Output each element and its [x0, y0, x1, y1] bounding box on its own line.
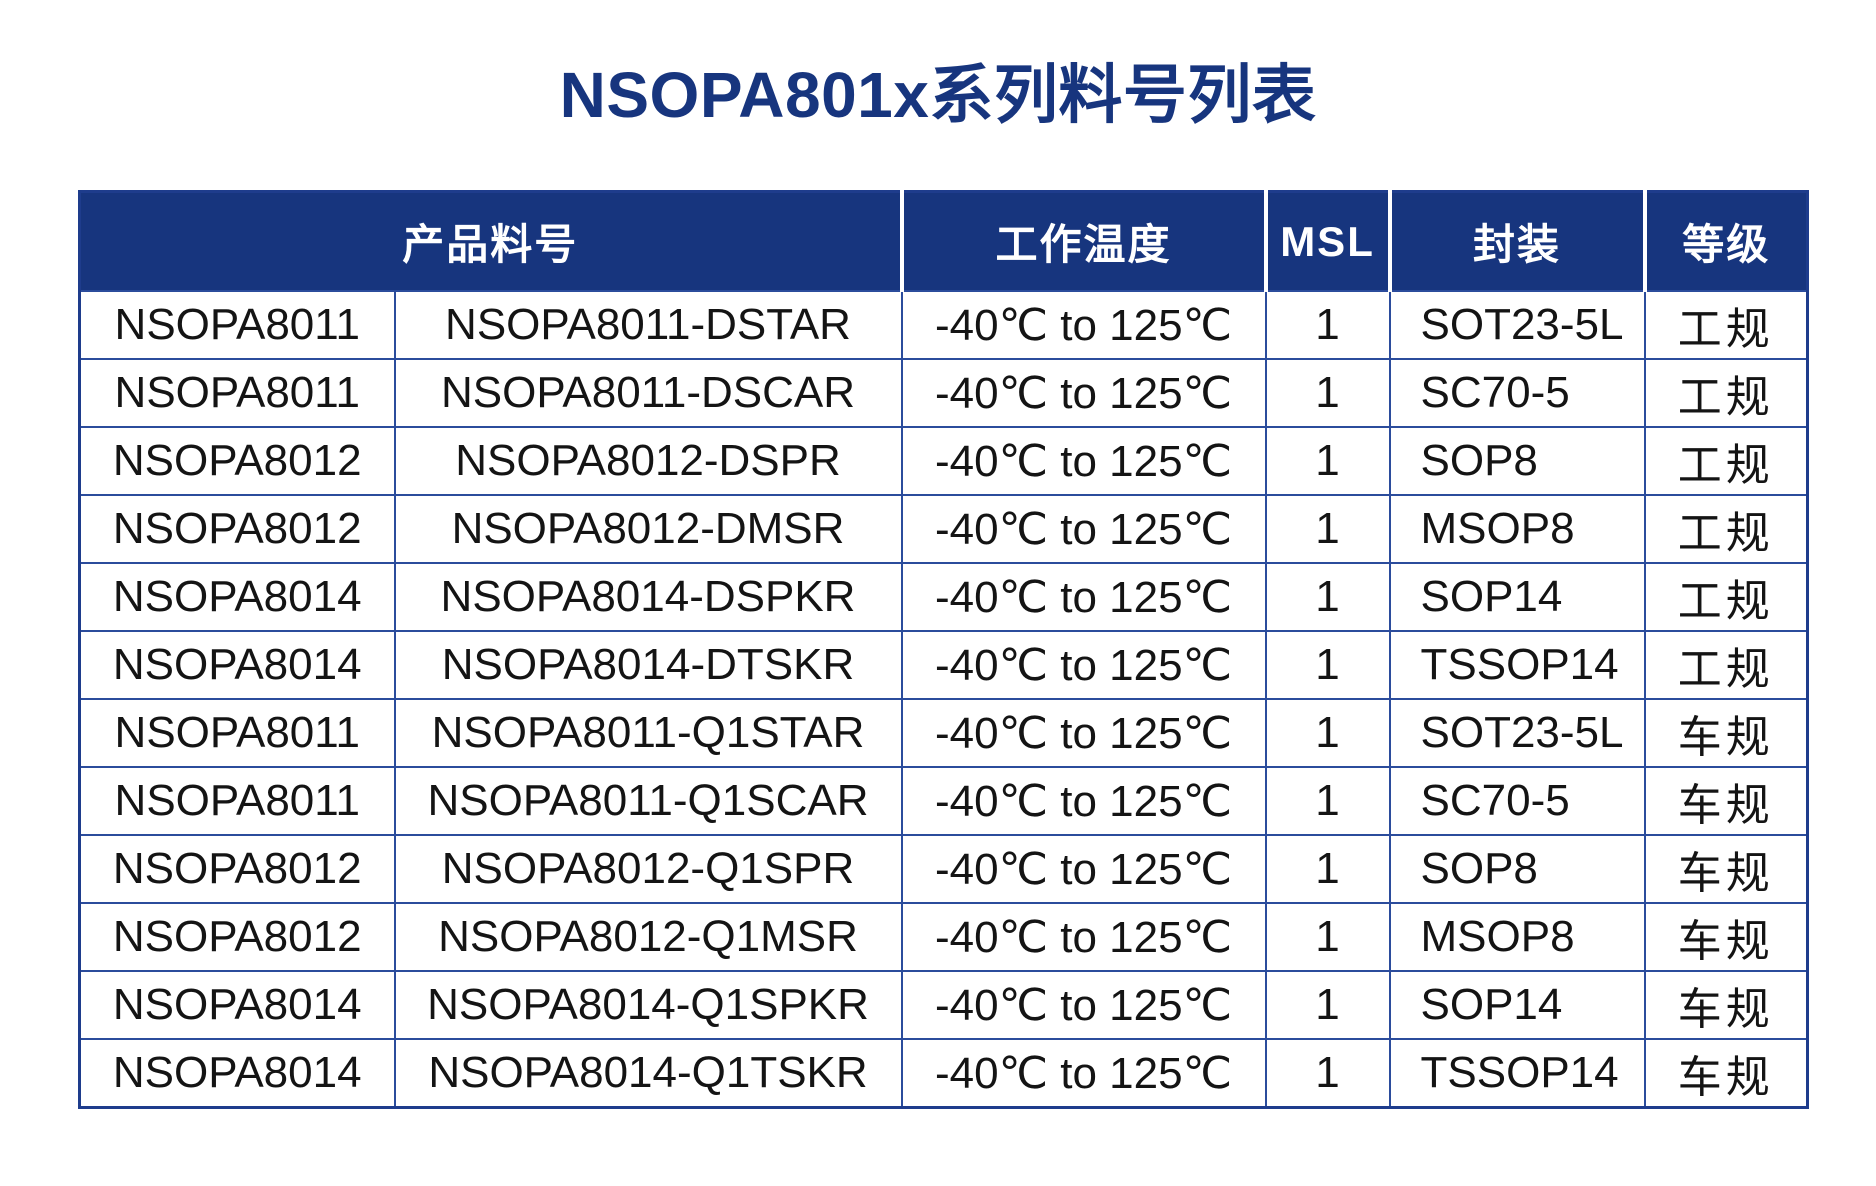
cell-operating-temperature: -40℃ to 125℃	[900, 698, 1267, 768]
cell-msl: 1	[1264, 290, 1391, 360]
header-operating-temperature: 工作温度	[899, 191, 1266, 291]
header-product-part-number: 产品料号	[79, 191, 902, 291]
cell-part-number: NSOPA8014-DTSKR	[393, 630, 903, 700]
table-header-row: 产品料号 工作温度 MSL 封装 等级	[79, 191, 1808, 291]
cell-operating-temperature: -40℃ to 125℃	[900, 426, 1267, 496]
cell-grade: 车规	[1643, 1038, 1809, 1109]
cell-product-series: NSOPA8012	[78, 426, 396, 496]
cell-grade: 工规	[1643, 290, 1809, 360]
cell-package: SOP8	[1388, 426, 1646, 496]
table-row: NSOPA8014 NSOPA8014-Q1SPKR -40℃ to 125℃ …	[78, 970, 1809, 1040]
cell-part-number: NSOPA8014-Q1SPKR	[393, 970, 903, 1040]
cell-operating-temperature: -40℃ to 125℃	[900, 970, 1267, 1040]
cell-package: TSSOP14	[1388, 1038, 1646, 1109]
part-number-table: 产品料号 工作温度 MSL 封装 等级 NSOPA8011 NSOPA8011-…	[78, 190, 1810, 1109]
cell-operating-temperature: -40℃ to 125℃	[900, 902, 1267, 972]
cell-grade: 工规	[1643, 494, 1809, 564]
cell-product-series: NSOPA8012	[78, 494, 396, 564]
cell-grade: 工规	[1643, 426, 1809, 496]
cell-grade: 车规	[1643, 698, 1809, 768]
cell-msl: 1	[1264, 766, 1391, 836]
cell-package: SOP8	[1388, 834, 1646, 904]
cell-part-number: NSOPA8011-Q1SCAR	[393, 766, 903, 836]
cell-operating-temperature: -40℃ to 125℃	[900, 290, 1267, 360]
cell-product-series: NSOPA8011	[78, 766, 396, 836]
cell-package: SOT23-5L	[1388, 290, 1646, 360]
cell-msl: 1	[1264, 426, 1391, 496]
cell-operating-temperature: -40℃ to 125℃	[900, 562, 1267, 632]
cell-msl: 1	[1264, 494, 1391, 564]
cell-msl: 1	[1264, 698, 1391, 768]
cell-part-number: NSOPA8011-Q1STAR	[393, 698, 903, 768]
cell-product-series: NSOPA8012	[78, 902, 396, 972]
cell-operating-temperature: -40℃ to 125℃	[900, 358, 1267, 428]
cell-package: TSSOP14	[1388, 630, 1646, 700]
cell-operating-temperature: -40℃ to 125℃	[900, 494, 1267, 564]
cell-msl: 1	[1264, 630, 1391, 700]
cell-product-series: NSOPA8012	[78, 834, 396, 904]
cell-grade: 车规	[1643, 766, 1809, 836]
cell-package: SC70-5	[1388, 766, 1646, 836]
table-row: NSOPA8014 NSOPA8014-DSPKR -40℃ to 125℃ 1…	[78, 562, 1809, 632]
cell-operating-temperature: -40℃ to 125℃	[900, 834, 1267, 904]
cell-part-number: NSOPA8011-DSCAR	[393, 358, 903, 428]
cell-package: MSOP8	[1388, 902, 1646, 972]
cell-product-series: NSOPA8014	[78, 1038, 396, 1109]
cell-part-number: NSOPA8012-DMSR	[393, 494, 903, 564]
cell-msl: 1	[1264, 1038, 1391, 1109]
cell-part-number: NSOPA8012-Q1SPR	[393, 834, 903, 904]
cell-msl: 1	[1264, 358, 1391, 428]
table-row: NSOPA8011 NSOPA8011-Q1STAR -40℃ to 125℃ …	[78, 698, 1809, 768]
cell-part-number: NSOPA8014-DSPKR	[393, 562, 903, 632]
cell-grade: 工规	[1643, 358, 1809, 428]
table-row: NSOPA8011 NSOPA8011-DSTAR -40℃ to 125℃ 1…	[78, 290, 1809, 360]
cell-msl: 1	[1264, 562, 1391, 632]
table-row: NSOPA8012 NSOPA8012-DMSR -40℃ to 125℃ 1 …	[78, 494, 1809, 564]
cell-msl: 1	[1264, 834, 1391, 904]
cell-product-series: NSOPA8011	[78, 290, 396, 360]
cell-product-series: NSOPA8014	[78, 562, 396, 632]
table-row: NSOPA8012 NSOPA8012-Q1MSR -40℃ to 125℃ 1…	[78, 902, 1809, 972]
cell-part-number: NSOPA8012-Q1MSR	[393, 902, 903, 972]
cell-operating-temperature: -40℃ to 125℃	[900, 1038, 1267, 1109]
cell-product-series: NSOPA8014	[78, 630, 396, 700]
cell-operating-temperature: -40℃ to 125℃	[900, 766, 1267, 836]
cell-package: SOP14	[1388, 562, 1646, 632]
table-row: NSOPA8014 NSOPA8014-DTSKR -40℃ to 125℃ 1…	[78, 630, 1809, 700]
cell-product-series: NSOPA8011	[78, 698, 396, 768]
header-msl: MSL	[1263, 191, 1390, 291]
cell-part-number: NSOPA8014-Q1TSKR	[393, 1038, 903, 1109]
cell-msl: 1	[1264, 902, 1391, 972]
cell-part-number: NSOPA8011-DSTAR	[393, 290, 903, 360]
cell-operating-temperature: -40℃ to 125℃	[900, 630, 1267, 700]
cell-package: SOP14	[1388, 970, 1646, 1040]
page-title: NSOPA801x系列料号列表	[559, 59, 1317, 131]
cell-msl: 1	[1264, 970, 1391, 1040]
cell-grade: 车规	[1643, 834, 1809, 904]
cell-package: SC70-5	[1388, 358, 1646, 428]
cell-package: MSOP8	[1388, 494, 1646, 564]
cell-grade: 工规	[1643, 630, 1809, 700]
table-row: NSOPA8012 NSOPA8012-Q1SPR -40℃ to 125℃ 1…	[78, 834, 1809, 904]
cell-package: SOT23-5L	[1388, 698, 1646, 768]
table-row: NSOPA8012 NSOPA8012-DSPR -40℃ to 125℃ 1 …	[78, 426, 1809, 496]
cell-grade: 车规	[1643, 902, 1809, 972]
table-body: NSOPA8011 NSOPA8011-DSTAR -40℃ to 125℃ 1…	[78, 290, 1809, 1109]
cell-product-series: NSOPA8014	[78, 970, 396, 1040]
cell-grade: 工规	[1643, 562, 1809, 632]
table-row: NSOPA8011 NSOPA8011-Q1SCAR -40℃ to 125℃ …	[78, 766, 1809, 836]
cell-grade: 车规	[1643, 970, 1809, 1040]
table-row: NSOPA8014 NSOPA8014-Q1TSKR -40℃ to 125℃ …	[78, 1038, 1809, 1109]
table-row: NSOPA8011 NSOPA8011-DSCAR -40℃ to 125℃ 1…	[78, 358, 1809, 428]
cell-product-series: NSOPA8011	[78, 358, 396, 428]
cell-part-number: NSOPA8012-DSPR	[393, 426, 903, 496]
header-grade: 等级	[1642, 191, 1808, 291]
header-package: 封装	[1387, 191, 1645, 291]
